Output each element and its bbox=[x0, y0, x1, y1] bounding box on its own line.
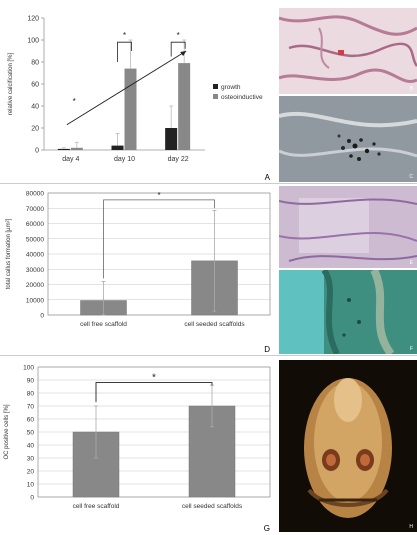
y-tick-label: 50 bbox=[27, 430, 35, 437]
legend-label: osteoinductive bbox=[221, 94, 263, 101]
y-tick-label: 90 bbox=[27, 378, 35, 385]
x-tick-label: cell free scaffold bbox=[80, 321, 127, 328]
y-tick-label: 0 bbox=[30, 495, 34, 502]
photo-letter-h: H bbox=[409, 524, 413, 530]
photo-letter-b: B bbox=[409, 86, 413, 92]
photo-letter-f: F bbox=[409, 346, 413, 352]
significance-bracket bbox=[95, 382, 213, 403]
y-tick-label: 20 bbox=[27, 469, 35, 476]
y-tick-label: 80 bbox=[31, 60, 39, 67]
bar-growth bbox=[57, 148, 70, 150]
y-tick-label: 10000 bbox=[26, 297, 44, 304]
histology-image-f-graphic bbox=[279, 270, 417, 354]
bar-osteoinductive bbox=[70, 147, 83, 150]
significance-bracket bbox=[103, 199, 215, 279]
trend-arrow bbox=[66, 50, 187, 126]
chart-a: A 0 20 40 60 80 100 120 relative calcification … bbox=[8, 16, 271, 183]
y-tick-label: 50000 bbox=[26, 236, 44, 243]
y-tick-label: 100 bbox=[23, 365, 34, 372]
x-tick-label: cell seeded scaffolds bbox=[182, 503, 243, 510]
y-tick-label: 60 bbox=[31, 82, 39, 89]
y-tick-label: 40000 bbox=[26, 252, 44, 259]
histology-image-b: B bbox=[279, 8, 417, 94]
bar-growth bbox=[111, 145, 124, 150]
divider-top bbox=[0, 183, 417, 184]
chart-d: D 0 10000 20000 30000 40000 50000 60000 70000 80… bbox=[6, 191, 271, 354]
y-tick-label: 60000 bbox=[26, 221, 44, 228]
y-axis-label: OC positive cells [%] bbox=[4, 404, 10, 459]
histology-image-e-graphic bbox=[279, 186, 417, 268]
y-tick-label: 40 bbox=[27, 443, 35, 450]
plot-frame bbox=[47, 192, 271, 316]
y-tick-label: 40 bbox=[31, 104, 39, 111]
bar-growth bbox=[165, 128, 178, 150]
histology-image-e: E bbox=[279, 186, 417, 268]
panel-letter-g: G bbox=[264, 524, 270, 533]
x-tick-label: day 4 bbox=[62, 156, 79, 163]
significance-bracket bbox=[170, 41, 186, 57]
x-tick-label: cell seeded scaffolds bbox=[184, 321, 245, 328]
divider-bottom bbox=[0, 355, 417, 356]
significance-star: * bbox=[177, 31, 180, 40]
legend-label: growth bbox=[221, 84, 241, 91]
histology-image-b-graphic bbox=[279, 8, 417, 94]
y-tick-label: 0 bbox=[40, 313, 44, 320]
trend-arrowhead bbox=[180, 51, 187, 56]
y-tick-label: 30 bbox=[27, 456, 35, 463]
histology-image-f: F bbox=[279, 270, 417, 354]
y-tick-label: 30000 bbox=[26, 267, 44, 274]
y-tick-label: 20 bbox=[31, 126, 39, 133]
photo-letter-e: E bbox=[409, 260, 413, 266]
panel-letter-a: A bbox=[265, 173, 271, 182]
chart-g: G 0 10 20 30 40 50 60 70 80 90 100 OC positive cell… bbox=[4, 365, 271, 533]
y-tick-label: 20000 bbox=[26, 282, 44, 289]
plot-frame bbox=[37, 366, 271, 498]
legend-swatch bbox=[213, 94, 218, 99]
ct-skull-image-h: H bbox=[279, 360, 417, 532]
ct-skull-image-h-graphic bbox=[279, 360, 417, 532]
histology-image-c: C bbox=[279, 96, 417, 182]
y-tick-label: 0 bbox=[35, 148, 39, 155]
y-tick-label: 70000 bbox=[26, 206, 44, 213]
y-tick-label: 100 bbox=[27, 38, 39, 45]
x-tick-label: cell free scaffold bbox=[73, 503, 120, 510]
significance-star: * bbox=[152, 373, 156, 384]
significance-bracket bbox=[117, 41, 132, 62]
y-tick-label: 80 bbox=[27, 391, 35, 398]
significance-star: * bbox=[73, 97, 76, 106]
photo-letter-c: C bbox=[409, 174, 413, 180]
bar-osteoinductive bbox=[124, 68, 137, 150]
y-axis-label: total callus formation [µm²] bbox=[6, 218, 12, 289]
histology-image-c-graphic bbox=[279, 96, 417, 182]
x-tick-label: day 10 bbox=[114, 156, 135, 163]
y-axis-label: relative calcification [%] bbox=[8, 52, 14, 115]
x-tick-label: day 22 bbox=[168, 156, 189, 163]
panel-letter-d: D bbox=[264, 345, 270, 354]
y-tick-label: 80000 bbox=[26, 191, 44, 198]
significance-star: * bbox=[157, 191, 160, 200]
y-tick-label: 120 bbox=[27, 16, 39, 23]
y-tick-label: 60 bbox=[27, 417, 35, 424]
y-tick-label: 70 bbox=[27, 404, 35, 411]
significance-star: * bbox=[123, 31, 126, 40]
bar-osteoinductive bbox=[178, 63, 191, 150]
y-tick-label: 10 bbox=[27, 482, 35, 489]
legend-swatch bbox=[213, 84, 218, 89]
